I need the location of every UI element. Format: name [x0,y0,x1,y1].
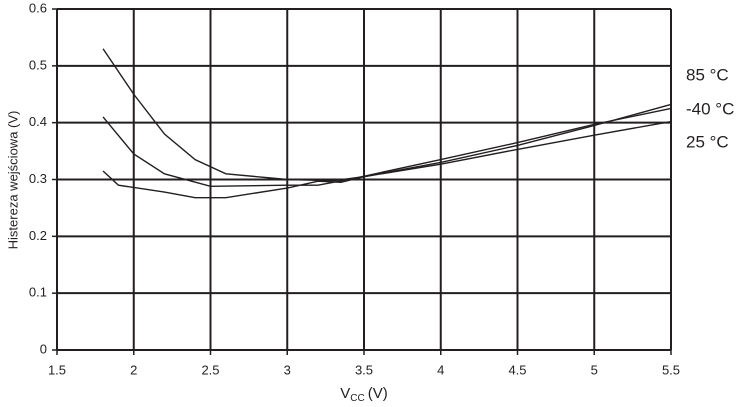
y-tick-label: 0.6 [29,0,47,15]
legend-label: 25 °C [686,132,729,151]
x-label-main: V [340,385,350,402]
x-tick-label: 5 [591,362,598,377]
series-line [102,120,672,199]
x-tick-label: 3 [284,362,291,377]
legend-label: 85 °C [686,65,729,84]
y-tick-label: 0.1 [29,285,47,300]
x-label-unit: (V) [368,385,388,402]
y-tick-label: 0.2 [29,228,47,243]
x-axis-label: VCC (V) [340,385,387,404]
y-tick-label: 0.3 [29,171,47,186]
series-line [102,48,672,182]
x-tick-label: 2.5 [201,362,219,377]
series-line [102,107,672,188]
x-tick-label: 4 [437,362,444,377]
x-tick-label: 3.5 [355,362,373,377]
y-tick-label: 0.5 [29,57,47,72]
x-tick-label: 5.5 [662,362,680,377]
y-tick-label: 0.4 [29,114,47,129]
y-axis-label: Histereza wejściowa (V) [5,111,20,250]
x-tick-label: 2 [130,362,137,377]
y-tick-label: 0 [40,341,47,356]
x-label-sub: CC [350,393,364,404]
legend-label: -40 °C [686,99,734,118]
x-tick-label: 1.5 [48,362,66,377]
x-tick-label: 4.5 [508,362,526,377]
